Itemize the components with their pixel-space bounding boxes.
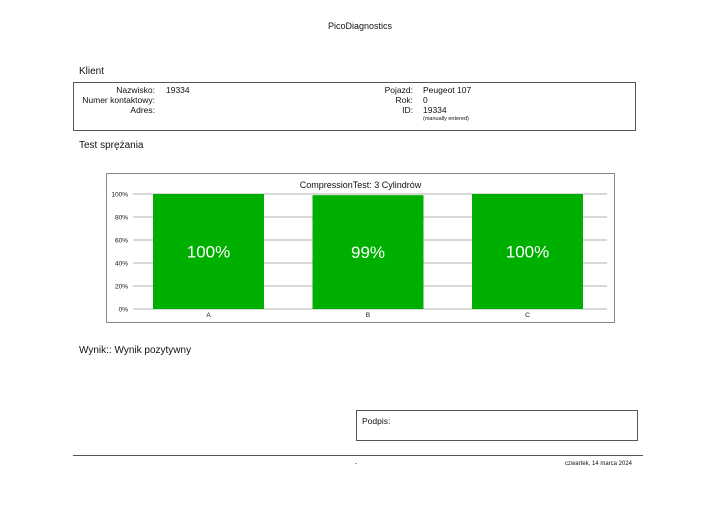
bar-value-label: 100% bbox=[187, 243, 230, 262]
y-tick-label: 60% bbox=[115, 238, 128, 245]
y-tick-label: 40% bbox=[115, 261, 128, 268]
footer-date: czwartek, 14 marca 2024 bbox=[564, 461, 632, 467]
y-tick-label: 80% bbox=[115, 215, 128, 222]
bar-b bbox=[312, 195, 424, 309]
test-section-title: Test sprężania bbox=[79, 140, 144, 151]
x-tick-label: B bbox=[366, 312, 370, 319]
bar-value-label: 99% bbox=[351, 243, 385, 262]
vehicle-value: Peugeot 107 bbox=[423, 85, 472, 95]
bar-value-label: 100% bbox=[506, 243, 549, 262]
vehicle-label: Pojazd: bbox=[384, 85, 413, 95]
surname-label: Nazwisko: bbox=[116, 85, 155, 95]
signature-box bbox=[356, 410, 638, 441]
y-tick-label: 0% bbox=[119, 307, 129, 314]
y-tick-label: 100% bbox=[111, 192, 128, 199]
x-tick-label: C bbox=[525, 312, 530, 319]
signature-label: Podpis: bbox=[362, 416, 391, 426]
footer-divider bbox=[73, 455, 643, 456]
year-value: 0 bbox=[423, 95, 428, 105]
id-label: ID: bbox=[402, 105, 413, 115]
y-tick-label: 20% bbox=[115, 284, 128, 291]
chart-frame bbox=[106, 173, 615, 323]
footer-center: - bbox=[355, 461, 357, 467]
result-text: Wynik:: Wynik pozytywny bbox=[79, 345, 192, 356]
surname-value: 19334 bbox=[166, 85, 190, 95]
bar-a bbox=[153, 194, 264, 309]
app-title: PicoDiagnostics bbox=[327, 21, 393, 31]
contact-label: Numer kontaktowy: bbox=[82, 95, 155, 105]
year-label: Rok: bbox=[395, 95, 413, 105]
bar-c bbox=[472, 194, 583, 309]
client-section-title: Klient bbox=[79, 66, 105, 77]
id-value: 19334 bbox=[423, 105, 447, 115]
x-tick-label: A bbox=[206, 312, 211, 319]
id-note: (manually entered) bbox=[423, 116, 469, 122]
chart-title: CompressionTest: 3 Cylindrów bbox=[299, 180, 422, 190]
client-info-box bbox=[73, 82, 636, 131]
address-label: Adres: bbox=[130, 105, 155, 115]
